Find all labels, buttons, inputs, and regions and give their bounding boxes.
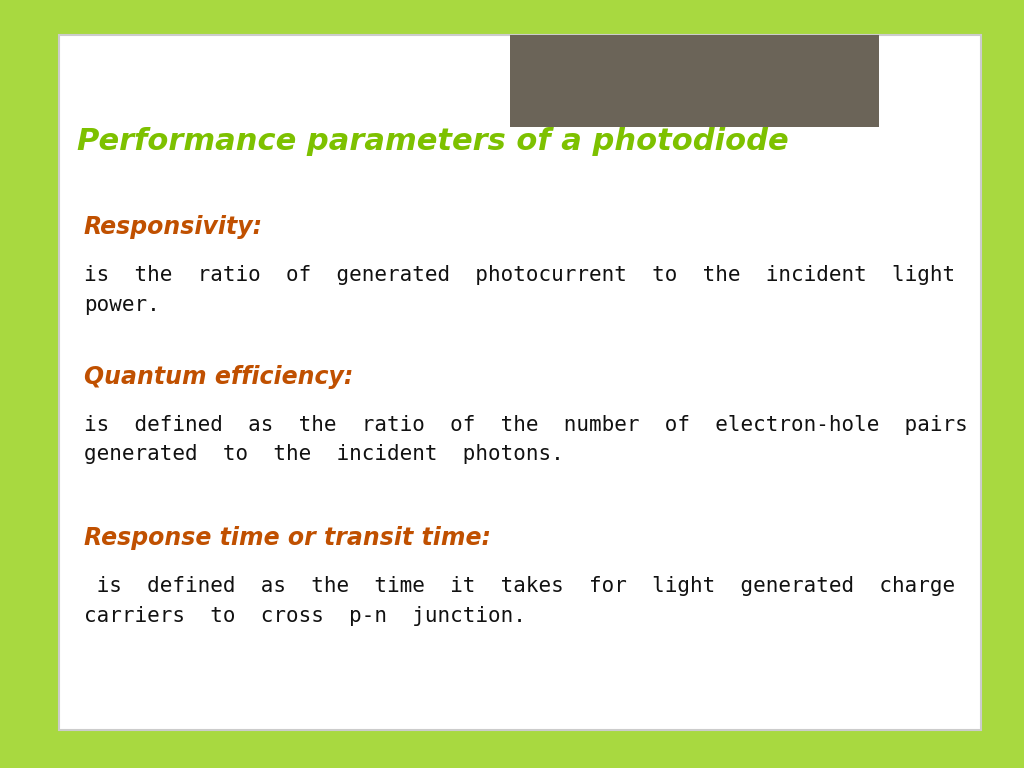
Text: Responsivity:: Responsivity: [84, 215, 263, 239]
Text: Response time or transit time:: Response time or transit time: [84, 526, 490, 550]
Text: is  the  ratio  of  generated  photocurrent  to  the  incident  light
power.: is the ratio of generated photocurrent t… [84, 265, 955, 315]
Text: Performance parameters of a photodiode: Performance parameters of a photodiode [77, 127, 788, 156]
Text: Quantum efficiency:: Quantum efficiency: [84, 365, 353, 389]
FancyBboxPatch shape [59, 35, 981, 730]
Text: is  defined  as  the  ratio  of  the  number  of  electron-hole  pairs
generated: is defined as the ratio of the number of… [84, 415, 968, 465]
Text: is  defined  as  the  time  it  takes  for  light  generated  charge
carriers  t: is defined as the time it takes for ligh… [84, 576, 955, 626]
FancyBboxPatch shape [510, 35, 879, 127]
